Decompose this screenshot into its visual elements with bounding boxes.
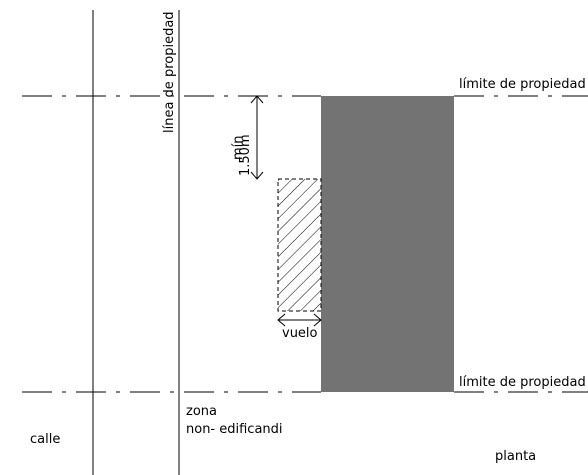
setback-min-label: mín: [231, 135, 246, 160]
property-limit-bottom-label: límite de propiedad: [459, 375, 586, 390]
overhang-hatched-area: [277, 178, 322, 312]
setback-dimension-arrow: [250, 95, 264, 180]
overhang-label: vuelo: [282, 326, 318, 341]
zone-label-line2: non- edificandi: [186, 422, 283, 437]
building-footprint: [321, 96, 454, 392]
property-line-label: línea de propiedad: [162, 11, 177, 133]
property-limit-top-label: límite de propiedad: [459, 77, 586, 92]
zone-label-line1: zona: [186, 404, 217, 419]
plan-label: planta: [495, 449, 537, 464]
overhang-dimension-arrow: [277, 313, 322, 327]
street-label: calle: [30, 432, 61, 447]
